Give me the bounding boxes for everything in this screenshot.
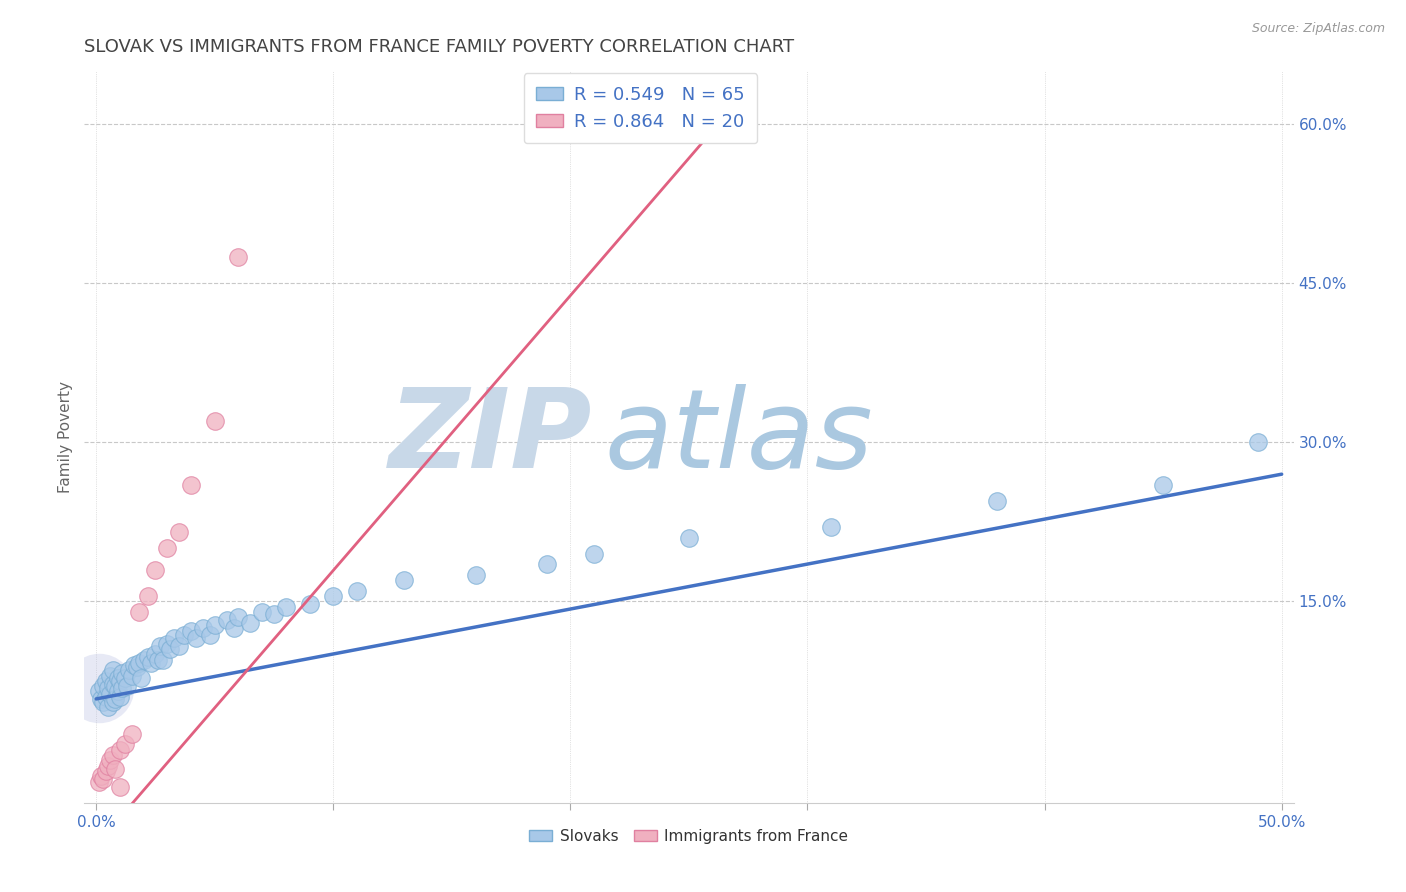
- Point: [146, 653, 169, 667]
- Point: [101, 677, 124, 691]
- Point: [156, 541, 179, 556]
- Point: [145, 563, 167, 577]
- Point: [97, 700, 120, 714]
- Point: [101, 695, 124, 709]
- Point: [111, 666, 134, 681]
- Point: [104, 679, 127, 693]
- Point: [90, 692, 112, 706]
- Point: [114, 738, 136, 752]
- Point: [90, 769, 112, 783]
- Point: [108, 743, 131, 757]
- Point: [228, 250, 250, 264]
- Point: [108, 673, 131, 688]
- Point: [139, 656, 162, 670]
- Point: [114, 671, 136, 685]
- Point: [128, 605, 150, 619]
- Point: [94, 690, 117, 704]
- Point: [104, 692, 127, 706]
- Point: [163, 632, 186, 646]
- Point: [104, 762, 127, 776]
- Point: [101, 663, 124, 677]
- Point: [108, 690, 131, 704]
- Point: [322, 589, 344, 603]
- Point: [107, 671, 129, 685]
- Point: [149, 639, 172, 653]
- Point: [87, 681, 110, 696]
- Point: [100, 668, 122, 682]
- Point: [204, 617, 226, 632]
- Point: [107, 684, 129, 698]
- Point: [138, 649, 160, 664]
- Point: [167, 525, 190, 540]
- Point: [121, 727, 143, 741]
- Point: [394, 573, 416, 587]
- Point: [108, 780, 131, 794]
- Point: [173, 628, 195, 642]
- Point: [97, 758, 120, 772]
- Point: [138, 589, 160, 603]
- Point: [191, 621, 214, 635]
- Point: [198, 628, 221, 642]
- Point: [129, 671, 152, 685]
- Point: [87, 774, 110, 789]
- Point: [100, 687, 122, 701]
- Point: [1152, 477, 1174, 491]
- Point: [464, 567, 486, 582]
- Point: [298, 597, 321, 611]
- Text: Source: ZipAtlas.com: Source: ZipAtlas.com: [1251, 22, 1385, 36]
- Point: [87, 684, 110, 698]
- Point: [128, 656, 150, 670]
- Point: [100, 753, 122, 767]
- Point: [97, 681, 120, 696]
- Point: [159, 642, 181, 657]
- Text: atlas: atlas: [605, 384, 873, 491]
- Legend: Slovaks, Immigrants from France: Slovaks, Immigrants from France: [523, 822, 855, 850]
- Point: [118, 663, 141, 677]
- Point: [91, 695, 114, 709]
- Point: [536, 558, 558, 572]
- Point: [263, 607, 285, 621]
- Point: [346, 583, 368, 598]
- Point: [239, 615, 262, 630]
- Point: [274, 599, 297, 614]
- Point: [228, 610, 250, 624]
- Point: [91, 679, 114, 693]
- Point: [986, 493, 1008, 508]
- Point: [215, 614, 238, 628]
- Point: [583, 547, 606, 561]
- Point: [184, 632, 207, 646]
- Point: [145, 648, 167, 662]
- Point: [115, 679, 138, 693]
- Point: [111, 681, 134, 696]
- Point: [1247, 435, 1270, 450]
- Point: [204, 414, 226, 428]
- Text: ZIP: ZIP: [388, 384, 592, 491]
- Point: [122, 658, 145, 673]
- Point: [180, 477, 202, 491]
- Point: [180, 624, 202, 638]
- Point: [156, 637, 179, 651]
- Point: [222, 621, 245, 635]
- Point: [250, 605, 273, 619]
- Point: [125, 660, 148, 674]
- Text: SLOVAK VS IMMIGRANTS FROM FRANCE FAMILY POVERTY CORRELATION CHART: SLOVAK VS IMMIGRANTS FROM FRANCE FAMILY …: [84, 38, 794, 56]
- Point: [91, 772, 114, 787]
- Point: [121, 668, 143, 682]
- Y-axis label: Family Poverty: Family Poverty: [58, 381, 73, 493]
- Point: [167, 639, 190, 653]
- Point: [101, 748, 124, 763]
- Point: [94, 673, 117, 688]
- Point: [820, 520, 842, 534]
- Point: [94, 764, 117, 778]
- Point: [678, 531, 700, 545]
- Point: [132, 653, 155, 667]
- Point: [152, 653, 174, 667]
